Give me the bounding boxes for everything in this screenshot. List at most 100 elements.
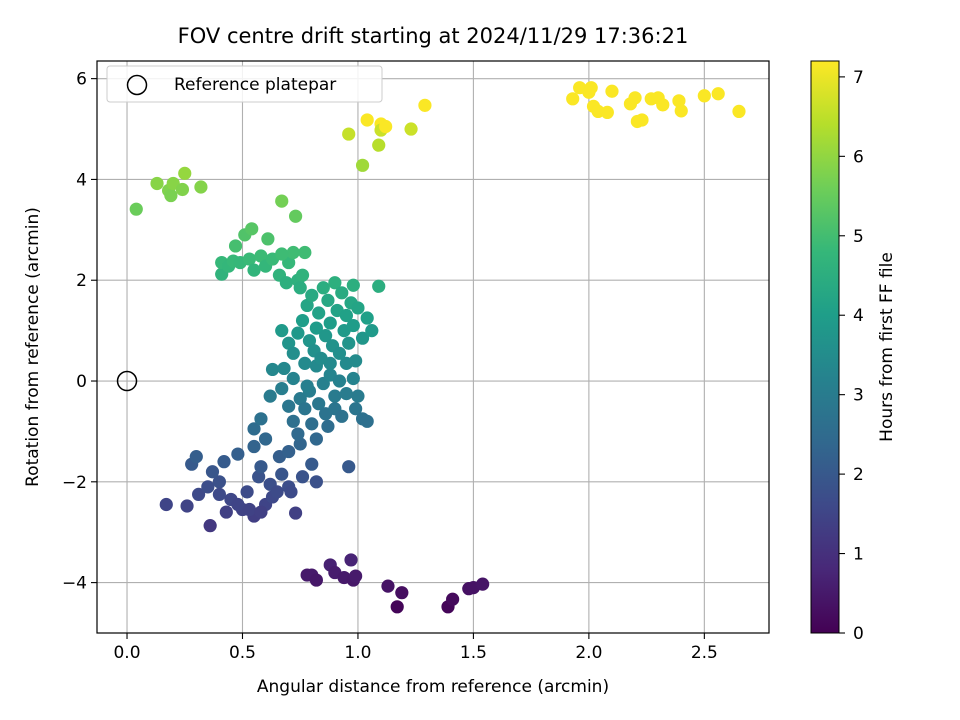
scatter-point: [275, 247, 289, 261]
scatter-point: [339, 387, 354, 401]
colorbar: [810, 60, 840, 634]
scatter-point: [231, 447, 245, 461]
colorbar-tick-label: 0: [853, 624, 864, 644]
scatter-point: [298, 245, 312, 260]
scatter-point: [605, 84, 619, 98]
scatter-point: [349, 569, 363, 583]
scatter-point: [180, 499, 194, 513]
scatter-point: [298, 402, 312, 416]
chart-title: FOV centre drift starting at 2024/11/29 …: [178, 24, 689, 48]
scatter-point: [351, 389, 365, 403]
scatter-point: [672, 94, 686, 108]
x-tick-label: 1.0: [344, 643, 371, 663]
colorbar-tick-label: 1: [853, 545, 864, 565]
scatter-point: [305, 288, 319, 302]
scatter-point: [349, 354, 363, 368]
x-tick-label: 0.0: [113, 643, 140, 663]
scatter-point: [360, 311, 374, 325]
y-axis-ticks: −4 −2 0 2 4 6: [62, 70, 97, 594]
scatter-point: [275, 194, 289, 208]
scatter-point: [476, 577, 490, 591]
scatter-point: [282, 444, 296, 459]
scatter-point: [332, 346, 347, 360]
colorbar-label: Hours from first FF file: [877, 252, 897, 442]
scatter-point: [286, 371, 300, 386]
y-tick-label: 6: [76, 70, 87, 90]
scatter-point: [291, 326, 305, 340]
scatter-point: [212, 487, 226, 502]
scatter-point: [189, 450, 203, 464]
scatter-point: [242, 252, 257, 266]
scatter-point: [240, 485, 254, 499]
scatter-point: [446, 592, 460, 606]
scatter-point: [566, 92, 580, 106]
scatter-point: [635, 113, 649, 127]
scatter-point: [217, 455, 231, 469]
y-axis-label: Rotation from reference (arcmin): [23, 207, 43, 487]
scatter-point: [656, 98, 670, 112]
scatter-point: [351, 301, 365, 315]
scatter-point: [323, 316, 337, 330]
scatter-point: [309, 573, 323, 587]
y-tick-label: −2: [62, 473, 87, 493]
scatter-point: [342, 460, 356, 474]
scatter-point: [342, 336, 356, 350]
scatter-point: [309, 475, 323, 489]
scatter-point: [212, 475, 226, 489]
colorbar-tick-label: 4: [853, 306, 864, 326]
scatter-point: [254, 460, 268, 474]
legend-label-reference: Reference platepar: [174, 75, 336, 95]
y-tick-label: 0: [76, 372, 87, 392]
scatter-point: [360, 414, 374, 428]
scatter-point: [711, 87, 725, 101]
legend: Reference platepar: [106, 65, 383, 103]
scatter-point: [265, 362, 280, 377]
scatter-point: [335, 286, 349, 300]
scatter-point: [346, 318, 360, 333]
scatter-point: [295, 268, 310, 282]
scatter-point: [309, 321, 323, 335]
scatter-point: [164, 188, 178, 203]
scatter-point: [252, 470, 266, 484]
scatter-point: [697, 89, 711, 103]
scatter-point: [312, 397, 326, 411]
scatter-point: [219, 505, 233, 519]
scatter-point: [295, 313, 310, 328]
scatter-point: [192, 487, 206, 502]
scatter-point: [404, 122, 418, 136]
scatter-point: [346, 371, 360, 386]
scatter-point: [263, 389, 277, 403]
scatter-point: [203, 519, 217, 533]
x-tick-label: 2.0: [575, 643, 602, 663]
scatter-point: [201, 480, 215, 494]
scatter-point: [275, 381, 289, 396]
scatter-point: [321, 419, 335, 433]
colorbar-tick-label: 6: [853, 147, 864, 167]
scatter-point: [159, 497, 173, 512]
scatter-point: [150, 176, 164, 191]
scatter-point: [339, 308, 354, 323]
y-tick-label: 4: [76, 170, 87, 190]
scatter-point: [355, 331, 370, 345]
y-tick-label: 2: [76, 271, 87, 291]
scatter-point: [242, 502, 257, 517]
scatter-point: [355, 158, 370, 172]
scatter-point: [129, 202, 143, 216]
scatter-point: [282, 336, 296, 350]
scatter-point: [254, 505, 268, 519]
scatter-point: [288, 506, 303, 520]
scatter-point: [261, 232, 275, 246]
scatter-point: [395, 586, 409, 600]
scatter-point: [293, 437, 307, 451]
scatter-point: [302, 334, 317, 348]
colorbar-tick-label: 2: [853, 465, 864, 485]
scatter-point: [328, 276, 342, 290]
scatter-point: [275, 324, 289, 338]
scatter-point: [321, 293, 335, 307]
x-tick-label: 2.5: [691, 643, 718, 663]
scatter-point: [360, 113, 374, 127]
scatter-point: [600, 105, 614, 120]
scatter-point: [365, 324, 379, 338]
